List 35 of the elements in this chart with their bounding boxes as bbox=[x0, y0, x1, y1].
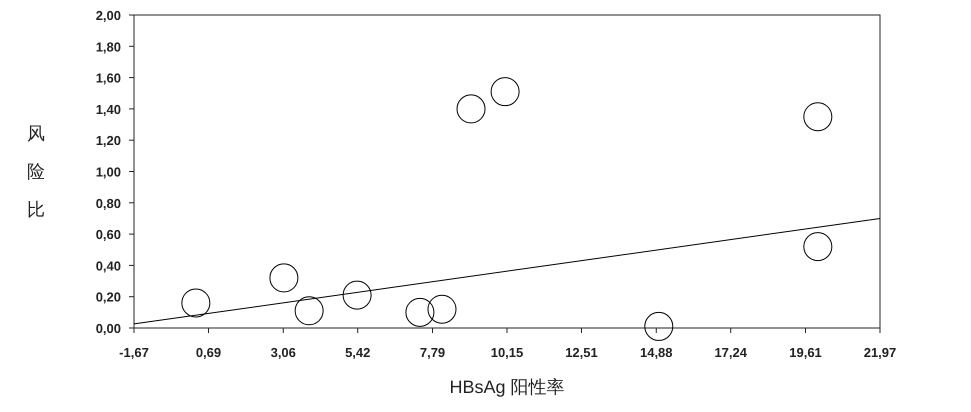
point bbox=[803, 232, 832, 262]
point bbox=[427, 294, 456, 324]
x-tick-label: 3,06 bbox=[270, 345, 296, 360]
y-tick-label: 0,00 bbox=[96, 321, 121, 336]
x-tick-label: 5,42 bbox=[345, 345, 370, 360]
point bbox=[181, 288, 210, 318]
point bbox=[342, 280, 372, 310]
y-axis-title: 风险比 bbox=[27, 124, 45, 220]
y-tick-label: 0,40 bbox=[96, 258, 121, 274]
x-tick-label: -1,67 bbox=[119, 345, 149, 360]
x-tick-label: 7,79 bbox=[420, 345, 446, 360]
point bbox=[294, 296, 324, 326]
x-axis-title: HBsAg 阳性率 bbox=[449, 377, 565, 397]
y-tick-label: 0,20 bbox=[96, 290, 121, 305]
y-tick-label: 2,00 bbox=[96, 8, 121, 23]
y-tick-label: 1,20 bbox=[96, 133, 121, 148]
point bbox=[405, 298, 434, 327]
point bbox=[644, 312, 674, 341]
x-tick-label: 14,88 bbox=[640, 345, 673, 360]
x-tick-label: 12,51 bbox=[565, 345, 598, 360]
point bbox=[269, 263, 298, 292]
x-tick-label: 17,24 bbox=[714, 345, 748, 360]
point bbox=[490, 77, 520, 106]
x-tick-label: 0,69 bbox=[196, 345, 222, 360]
y-tick-label: 1,80 bbox=[96, 39, 121, 54]
y-tick-label: 1,00 bbox=[96, 164, 121, 180]
y-tick-label: 1,60 bbox=[96, 70, 121, 86]
x-tick-label: 21,97 bbox=[864, 345, 896, 360]
point bbox=[803, 102, 832, 132]
x-tick-label: 10,15 bbox=[490, 345, 524, 360]
y-tick-label: 0,80 bbox=[96, 196, 121, 211]
point bbox=[456, 94, 486, 124]
y-tick-label: 0,60 bbox=[96, 227, 121, 242]
x-tick-label: 19,61 bbox=[789, 345, 822, 360]
y-tick-label: 1,40 bbox=[96, 102, 121, 117]
